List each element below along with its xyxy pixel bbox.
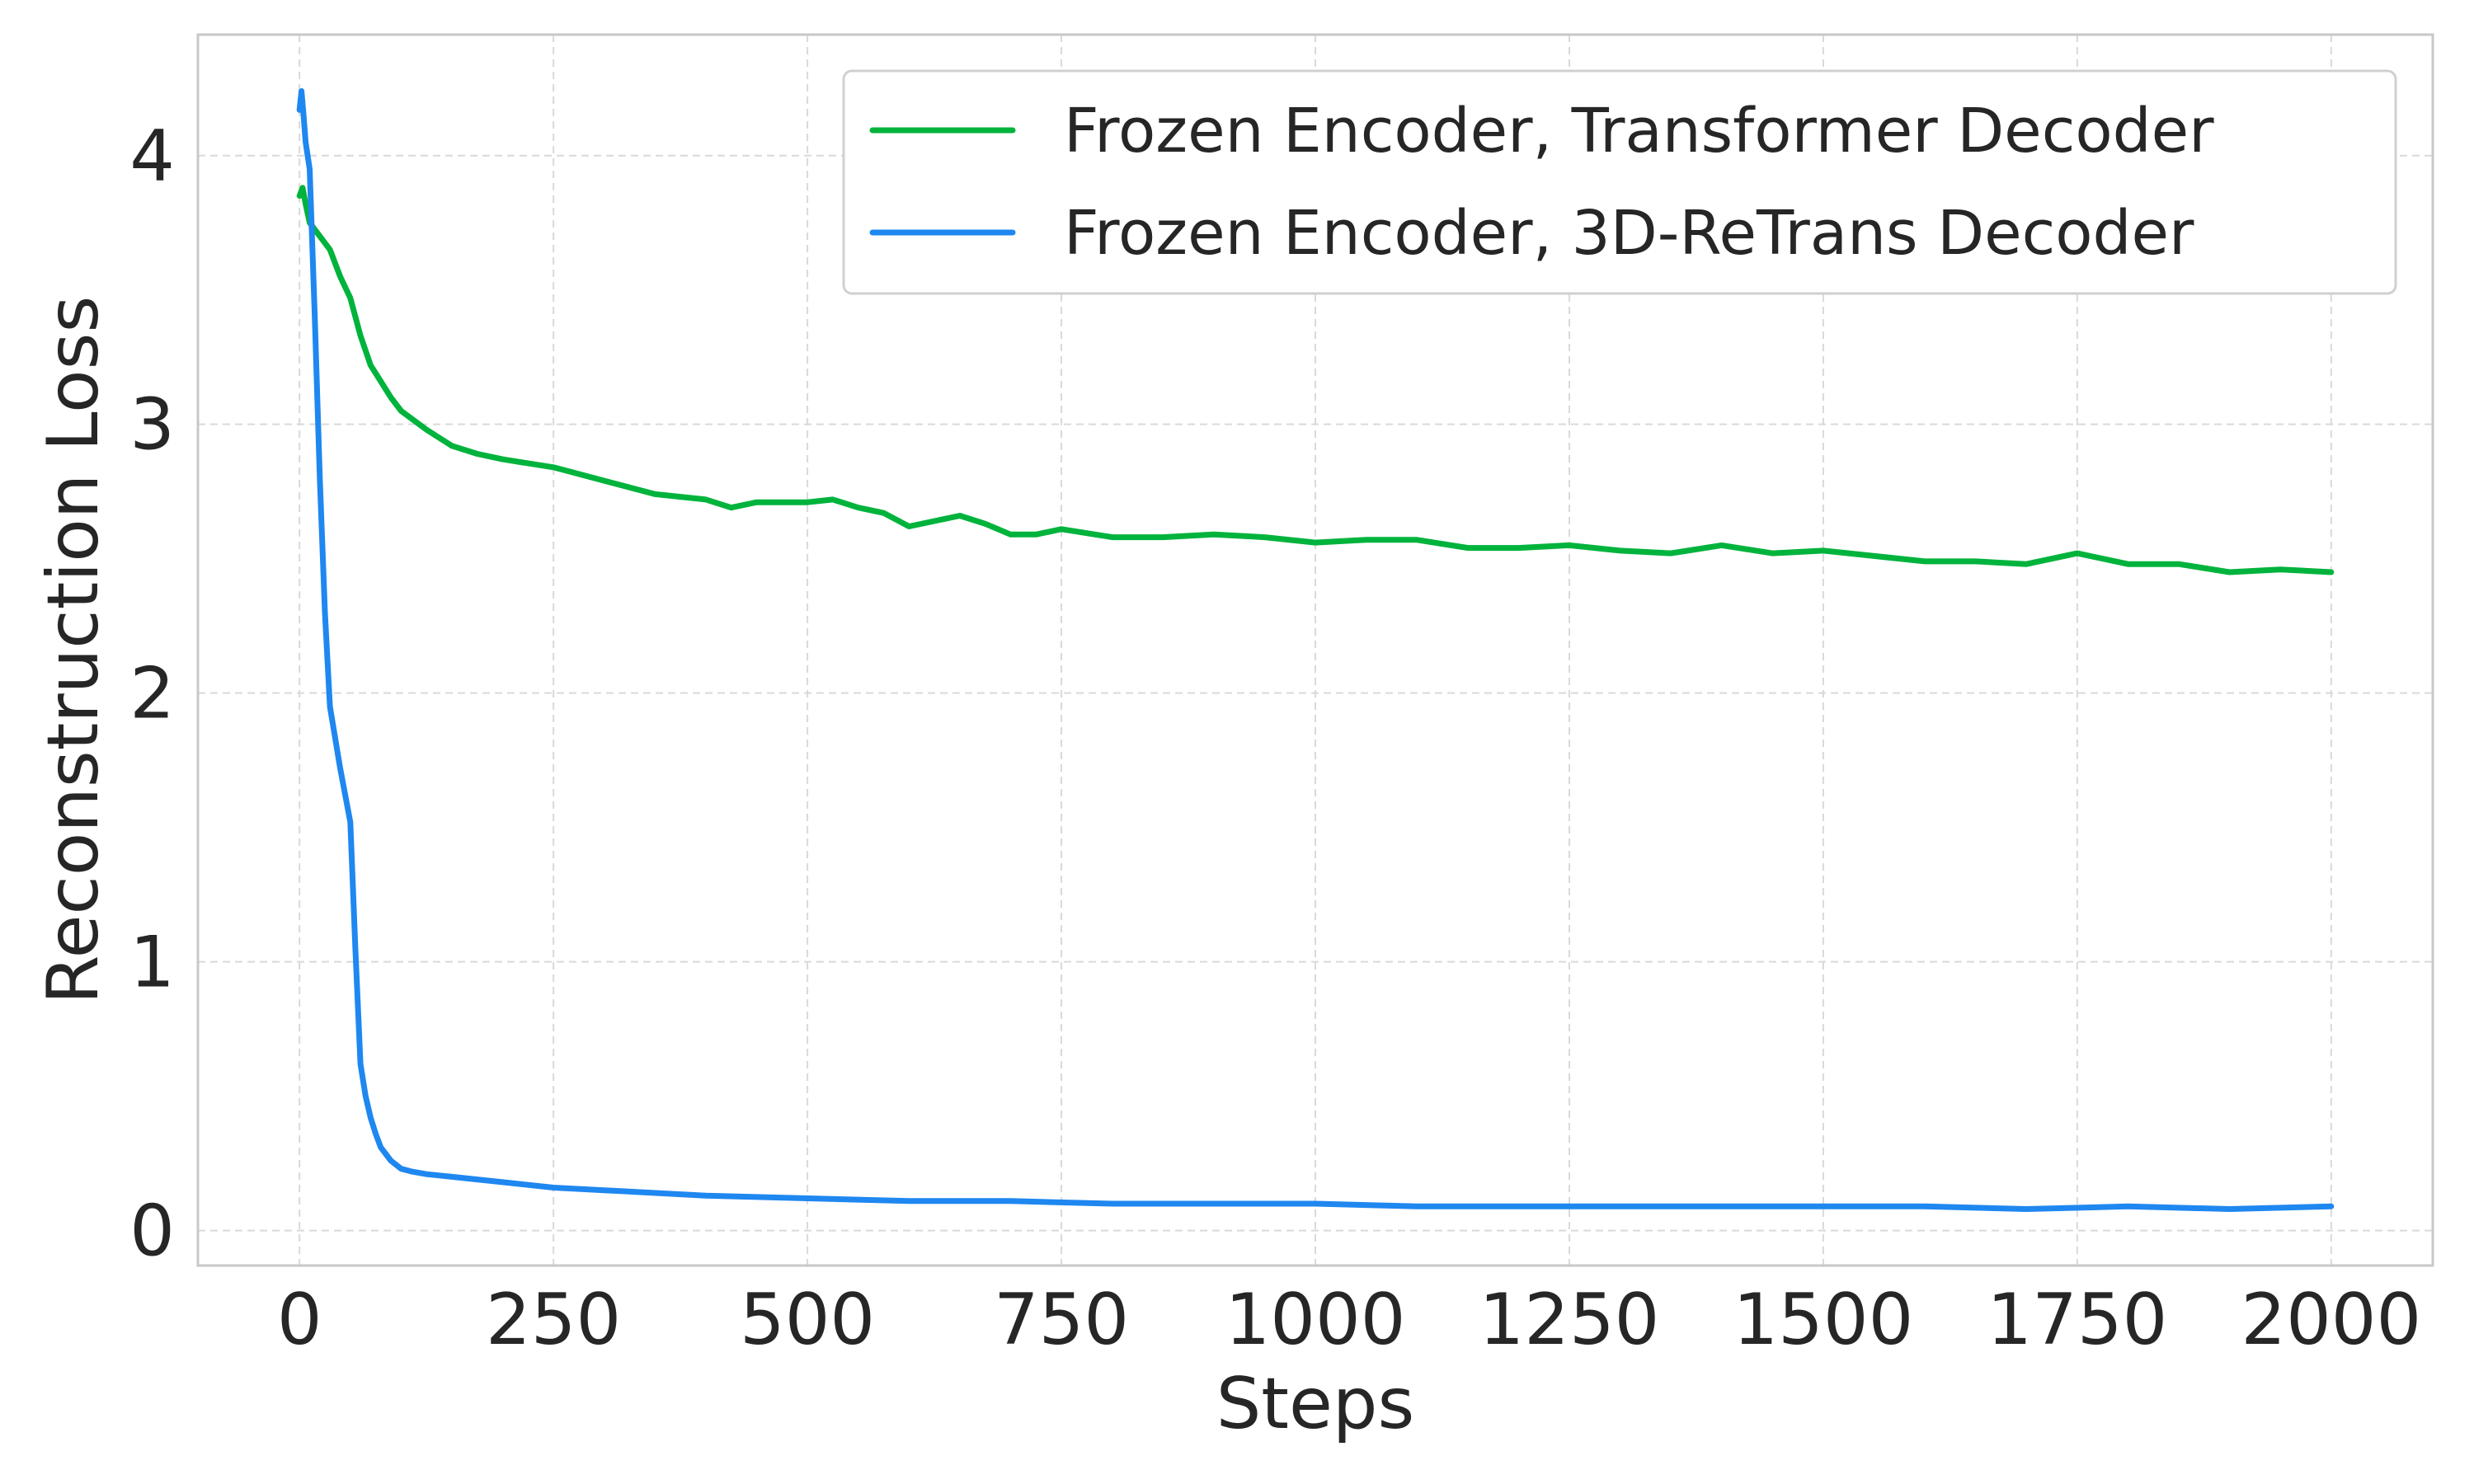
series-lines	[296, 88, 2335, 1212]
x-tick-label: 750	[994, 1279, 1129, 1361]
y-tick-label: 1	[129, 922, 175, 1004]
legend: Frozen Encoder, Transformer Decoder Froz…	[842, 69, 2397, 295]
legend-label-3d-retrans-decoder: Frozen Encoder, 3D-ReTrans Decoder	[1064, 198, 2194, 269]
y-tick-label: 4	[129, 115, 175, 198]
series-line-1	[296, 88, 2335, 1212]
x-tick-label: 500	[740, 1279, 875, 1361]
x-tick-label: 1000	[1225, 1279, 1406, 1361]
y-axis-title: Reconstruction Loss	[32, 296, 115, 1005]
legend-box	[842, 69, 2397, 295]
x-tick-label: 1750	[1987, 1279, 2167, 1361]
y-tick-label: 2	[129, 653, 175, 735]
y-axis-ticks: 0 1 2 3 4	[129, 115, 175, 1273]
legend-label-transformer-decoder: Frozen Encoder, Transformer Decoder	[1064, 96, 2214, 167]
series-line-0	[296, 185, 2335, 575]
x-axis-ticks: 0 250 500 750 1000 1250 1500 1750 2000	[277, 1279, 2421, 1361]
x-axis-title: Steps	[1216, 1363, 1415, 1445]
x-tick-label: 0	[277, 1279, 322, 1361]
x-tick-label: 1500	[1733, 1279, 1913, 1361]
x-tick-label: 2000	[2241, 1279, 2421, 1361]
x-tick-label: 1250	[1479, 1279, 1660, 1361]
y-tick-label: 3	[129, 384, 175, 467]
x-tick-label: 250	[486, 1279, 621, 1361]
plot-area-frame	[196, 33, 2434, 1267]
y-tick-label: 0	[129, 1190, 175, 1273]
